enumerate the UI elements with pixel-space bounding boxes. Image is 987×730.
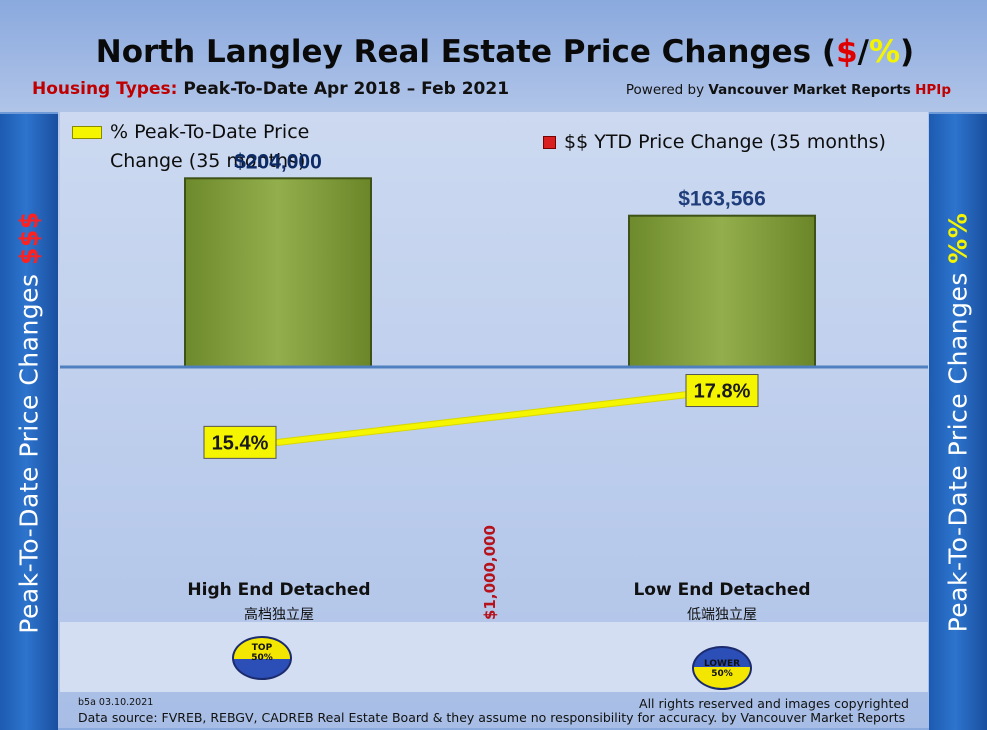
- bar-value-label-1: $163,566: [678, 188, 766, 211]
- right-axis-banner: Peak-To-Date Price Changes %%: [929, 112, 987, 730]
- footer-source: Data source: FVREB, REBGV, CADREB Real E…: [78, 710, 906, 725]
- footer-strip: [60, 622, 928, 692]
- legend-percent: % Peak-To-Date Price Change (35 months): [72, 118, 309, 176]
- category-low-end: Low End Detached 低端独立屋: [633, 580, 811, 623]
- legend-swatch-yellow: [72, 126, 102, 139]
- top-50-badge-icon: TOP 50%: [232, 636, 292, 680]
- price-divider-label: $1,000,000: [481, 525, 499, 620]
- percent-label-box-1: [685, 374, 759, 408]
- left-axis-banner: Peak-To-Date Price Changes $$$: [0, 112, 58, 730]
- legend-swatch-red: [543, 136, 556, 149]
- legend-dollar: $$ YTD Price Change (35 months): [543, 131, 886, 153]
- footer-code: b5a 03.10.2021: [78, 697, 154, 708]
- chart-title: North Langley Real Estate Price Changes …: [95, 34, 915, 70]
- percent-line: [275, 388, 725, 445]
- lower-50-badge-icon: LOWER 50%: [692, 646, 752, 690]
- percent-value-label-0: 15.4%: [212, 432, 269, 454]
- footer-rights: All rights reserved and images copyright…: [639, 696, 909, 711]
- bar-0: [184, 177, 372, 368]
- percent-label-box-0: [203, 425, 277, 459]
- category-high-end: High End Detached 高档独立屋: [187, 580, 371, 623]
- bar-1: [628, 214, 816, 368]
- powered-by: Powered by Vancouver Market Reports HPIp: [625, 82, 951, 98]
- percent-value-label-1: 17.8%: [694, 381, 751, 403]
- bar-value-label-0: $204,000: [234, 150, 322, 173]
- subtitle: Housing Types: Peak-To-Date Apr 2018 – F…: [32, 79, 510, 99]
